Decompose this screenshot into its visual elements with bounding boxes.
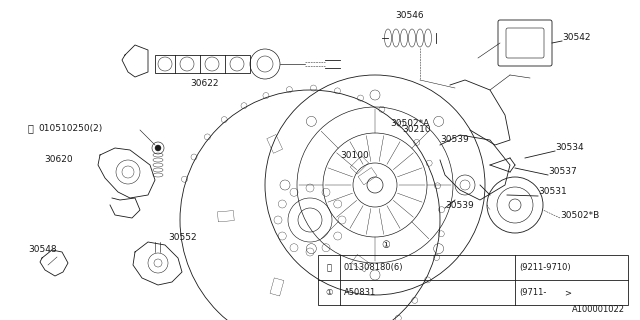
Text: 30534: 30534 bbox=[555, 143, 584, 153]
Bar bbox=[270, 278, 284, 296]
Text: 30531: 30531 bbox=[538, 188, 567, 196]
Bar bbox=[350, 156, 369, 174]
Text: ①: ① bbox=[325, 288, 333, 297]
Text: 30502*B: 30502*B bbox=[560, 211, 599, 220]
Text: 30539: 30539 bbox=[440, 135, 468, 145]
Text: Ⓑ: Ⓑ bbox=[28, 123, 34, 133]
Text: A100001022: A100001022 bbox=[572, 306, 625, 315]
Bar bbox=[267, 134, 283, 153]
Text: 30542: 30542 bbox=[562, 34, 591, 43]
Text: ①: ① bbox=[381, 240, 390, 250]
Text: (9211-9710): (9211-9710) bbox=[519, 263, 571, 272]
Text: 30100: 30100 bbox=[340, 150, 369, 159]
Text: 30620: 30620 bbox=[44, 156, 72, 164]
Bar bbox=[358, 168, 377, 185]
Text: >: > bbox=[564, 288, 571, 297]
Text: 30622: 30622 bbox=[191, 79, 220, 89]
Bar bbox=[155, 55, 250, 73]
Bar bbox=[218, 211, 234, 222]
Text: A50831: A50831 bbox=[344, 288, 376, 297]
Circle shape bbox=[367, 177, 383, 193]
Text: 010510250(2): 010510250(2) bbox=[38, 124, 102, 132]
Text: 30537: 30537 bbox=[548, 167, 577, 177]
Text: 30552: 30552 bbox=[168, 233, 196, 242]
Text: 011308180(6): 011308180(6) bbox=[344, 263, 403, 272]
Text: 30546: 30546 bbox=[395, 12, 424, 20]
Text: 30502*A: 30502*A bbox=[390, 119, 429, 129]
Bar bbox=[318, 255, 628, 305]
Text: 30548: 30548 bbox=[28, 245, 56, 254]
Text: (9711-: (9711- bbox=[519, 288, 547, 297]
Bar bbox=[351, 254, 371, 272]
Text: 30210: 30210 bbox=[402, 125, 431, 134]
Text: Ⓑ: Ⓑ bbox=[326, 263, 332, 272]
Text: 30539: 30539 bbox=[445, 201, 474, 210]
Circle shape bbox=[155, 145, 161, 151]
